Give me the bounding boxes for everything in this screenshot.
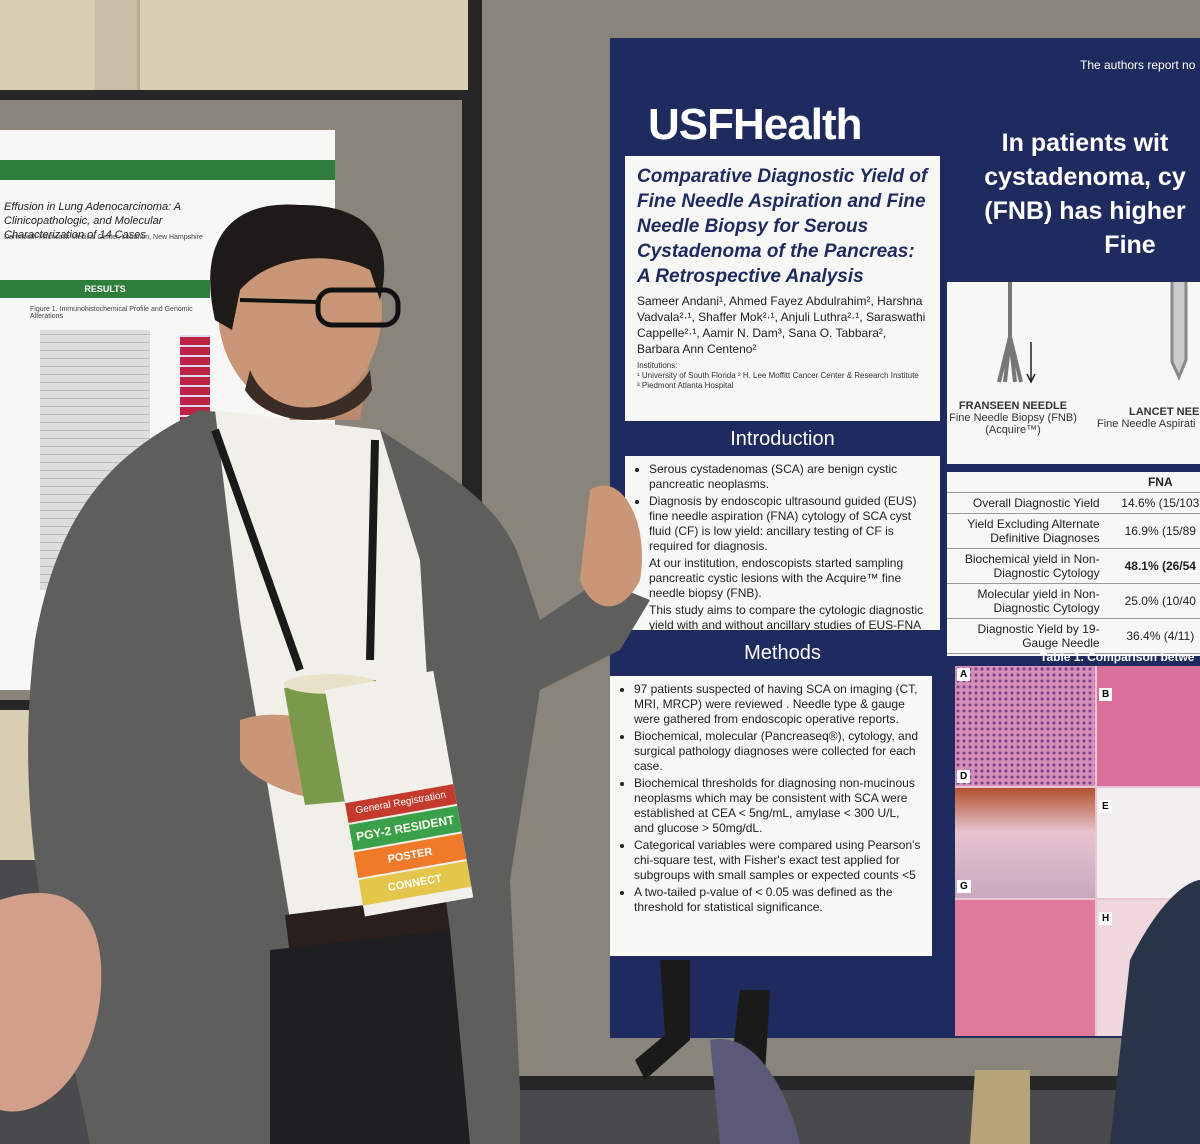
- disclosure: The authors report no: [1080, 58, 1196, 72]
- bg-affiliation: Dartmouth-Hitchcock Medical Center, Leba…: [4, 234, 203, 241]
- table-box: FNA Overall Diagnostic Yield 14.6% (15/10…: [947, 472, 1200, 656]
- hand: [580, 485, 642, 607]
- hair: [210, 204, 385, 330]
- headline: In patients wit cystadenoma, cy (FNB) ha…: [955, 126, 1200, 262]
- authors: Sameer Andani¹, Ahmed Fayez Abdulrahim²,…: [637, 294, 926, 356]
- row-label: Biochemical yield in Non-Diagnostic Cyto…: [947, 548, 1104, 584]
- lanyard: [211, 428, 379, 672]
- bullet: A two-tailed p-value of < 0.05 was defin…: [634, 885, 922, 915]
- bullet: Diagnosis by endoscopic ultrasound guide…: [649, 494, 930, 554]
- needle-drawing: [997, 282, 1188, 384]
- cell: 16.9% (15/89: [1103, 513, 1200, 549]
- poster-band: [0, 160, 335, 180]
- figure-label: G: [957, 880, 971, 893]
- trousers: [270, 930, 470, 1144]
- bullet: 97 patients suspected of having SCA on i…: [634, 682, 922, 727]
- cell: 25.0% (10/40: [1103, 583, 1200, 619]
- figure-label: A: [957, 668, 971, 681]
- bullet: Biochemical thresholds for diagnosing no…: [634, 776, 922, 836]
- needle-desc: (Acquire™): [985, 424, 1041, 436]
- phone: [710, 1039, 800, 1144]
- row-label: Overall Diagnostic Yield: [947, 492, 1104, 514]
- headline-line: In patients wit: [1001, 129, 1169, 157]
- needle-name: FRANSEEN NEEDLE: [958, 400, 1068, 412]
- bullet: Biochemical, molecular (Pancreaseq®), cy…: [634, 729, 922, 774]
- institutions: ¹ University of South Florida ² H. Lee M…: [637, 371, 919, 380]
- logo: USFHealth: [648, 100, 862, 149]
- glasses: [239, 298, 319, 304]
- headline-line: Fine: [1104, 231, 1156, 259]
- table-caption: Table 1. Comparison betwe: [1040, 650, 1195, 664]
- glasses: [315, 287, 401, 328]
- person-right: [1110, 880, 1200, 1144]
- hand-foreground: [0, 893, 102, 1112]
- bullet: Serous cystadenomas (SCA) are benign cys…: [649, 462, 930, 492]
- belt: [285, 895, 450, 955]
- row-label: Yield Excluding Alternate Definitive Dia…: [947, 513, 1104, 549]
- bullet: At our institution, endoscopists started…: [649, 556, 930, 601]
- needle-name: LANCET NEEI: [1129, 406, 1200, 418]
- bullet: Categorical variables were compared usin…: [634, 838, 922, 883]
- cell: 36.4% (4/11): [1103, 618, 1200, 654]
- row-label: Diagnostic Yield by 19-Gauge Needle: [947, 618, 1104, 654]
- section-heading: Introduction: [730, 428, 835, 450]
- needle-desc: Fine Needle Biopsy (FNB): [949, 412, 1077, 424]
- headline-line: (FNB) has higher: [984, 197, 1186, 225]
- figure-label: E: [1099, 800, 1112, 813]
- section-heading: Methods: [744, 642, 821, 664]
- headline-line: cystadenoma, cy: [984, 163, 1186, 191]
- legs-behind: [635, 960, 690, 1080]
- bg-section: RESULTS: [0, 280, 210, 298]
- poster: The authors report no USFHealth Comparat…: [610, 38, 1200, 1038]
- methods-box: 97 patients suspected of having SCA on i…: [610, 676, 932, 956]
- figure-label: D: [957, 770, 971, 783]
- intro-box: Serous cystadenomas (SCA) are benign cys…: [625, 456, 940, 630]
- figure-label: H: [1099, 912, 1113, 925]
- beard: [245, 370, 372, 420]
- table-header: FNA: [1103, 472, 1200, 493]
- bg-title: Effusion in Lung Adenocarcinoma: A Clini…: [4, 201, 181, 241]
- institutions: ³ Piedmont Atlanta Hospital: [637, 381, 734, 390]
- results-table: FNA Overall Diagnostic Yield 14.6% (15/10…: [947, 472, 1200, 654]
- title-box: Comparative Diagnostic Yield of Fine Nee…: [625, 156, 940, 421]
- cell: 48.1% (26/54: [1103, 548, 1200, 584]
- legs-behind: [970, 1070, 1030, 1144]
- bg-figure-caption: Figure 1. Immunohistochemical Profile an…: [30, 306, 193, 320]
- needle-desc: Fine Needle Aspirati: [1097, 418, 1196, 430]
- poster-title: Comparative Diagnostic Yield of Fine Nee…: [637, 166, 928, 287]
- cell: 14.6% (15/103: [1103, 492, 1200, 514]
- row-label: Molecular yield in Non-Diagnostic Cytolo…: [947, 583, 1104, 619]
- needle-figure: FRANSEEN NEEDLE Fine Needle Biopsy (FNB)…: [947, 282, 1200, 464]
- figure-label: B: [1099, 688, 1113, 701]
- bullet: This study aims to compare the cytologic…: [649, 603, 930, 630]
- institutions: Institutions:: [637, 361, 678, 370]
